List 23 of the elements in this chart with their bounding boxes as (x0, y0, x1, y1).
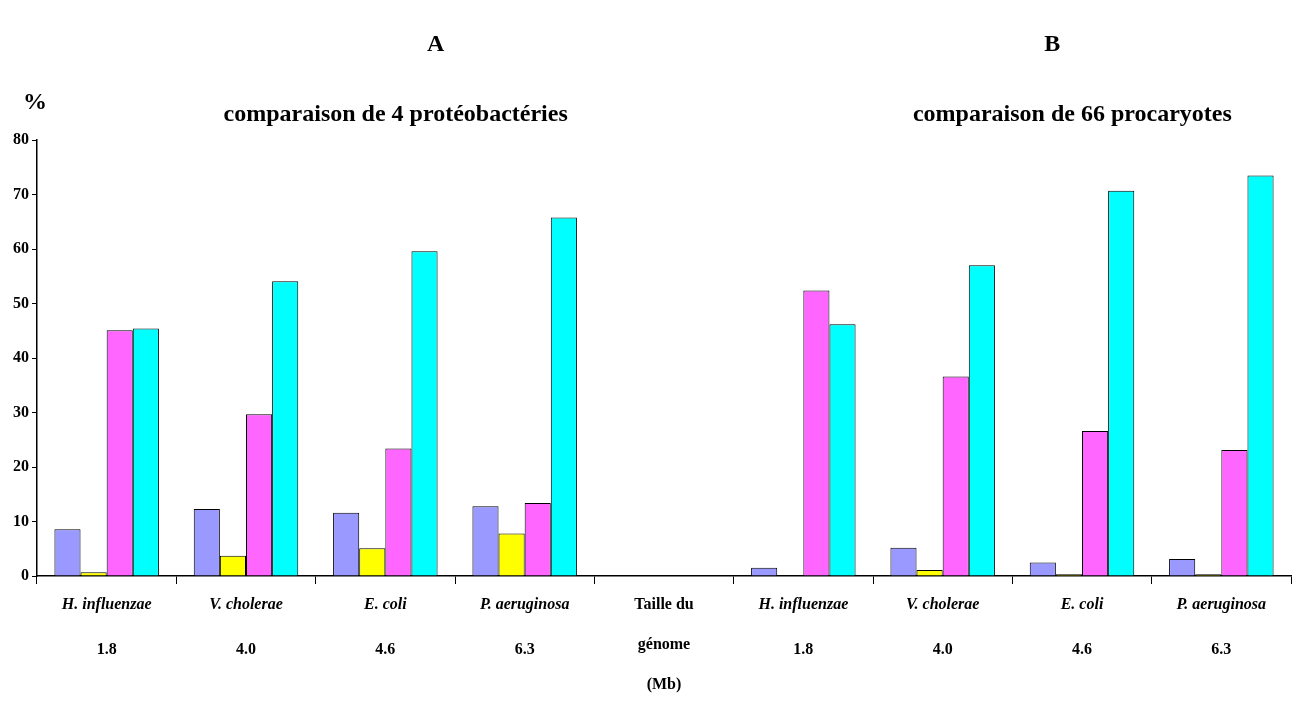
category-label: P. aeruginosa 6.3 (479, 595, 570, 658)
y-tick-label: 40 (13, 348, 29, 366)
category-label: H. influenzae 1.8 (758, 595, 849, 658)
y-tick-label: 80 (13, 130, 29, 148)
y-tick-label: 10 (13, 511, 29, 529)
category-label: E. coli 4.6 (364, 595, 407, 658)
text: comparaison de 66 procaryotes (912, 100, 1232, 127)
category-label: V. cholerae 4.0 (209, 595, 283, 658)
category-label: H. influenzae 1.8 (61, 595, 152, 658)
y-tick-label: 0 (21, 566, 29, 584)
category-label: V. cholerae 4.0 (905, 595, 980, 658)
category-label: Taille du génome (Mb) (634, 595, 694, 693)
y-tick-label: 50 (13, 293, 29, 311)
category-label: E. coli 4.6 (1060, 595, 1104, 658)
category-label: P. aeruginosa 6.3 (1176, 595, 1267, 658)
y-axis-title: % (23, 88, 47, 115)
text: comparaison de 4 protéobactéries (223, 100, 568, 127)
text: B (1044, 30, 1061, 57)
y-tick-label: 70 (13, 184, 29, 202)
y-tick-label: 20 (13, 457, 29, 475)
y-tick-label: 60 (13, 239, 29, 257)
text: A (426, 30, 445, 57)
y-tick-label: 30 (13, 402, 29, 420)
